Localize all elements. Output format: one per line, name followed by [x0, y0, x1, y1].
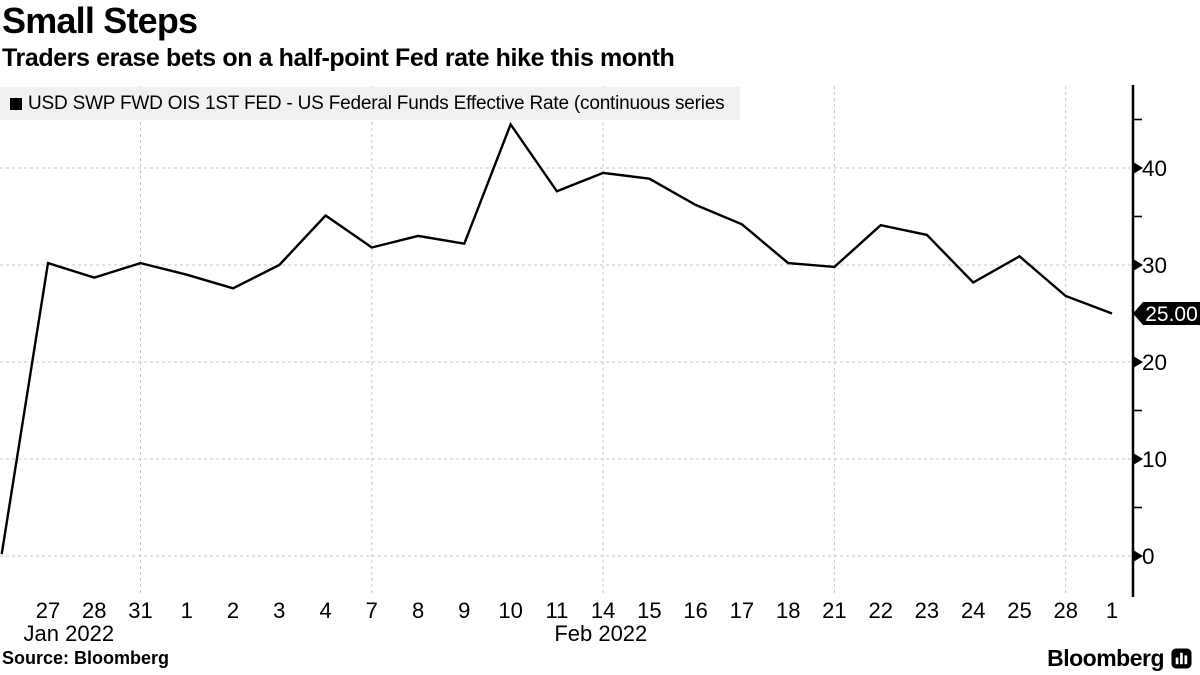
x-axis-tick-label: 25	[1007, 598, 1031, 623]
legend: USD SWP FWD OIS 1ST FED - US Federal Fun…	[0, 87, 741, 120]
y-axis-major-tick	[1134, 356, 1143, 368]
x-axis-tick-label: 28	[82, 598, 106, 623]
x-axis-tick-label: 1	[181, 598, 193, 623]
x-axis-tick-label: 27	[36, 598, 60, 623]
last-value-label: 25.00	[1145, 303, 1198, 326]
x-axis-tick-label: 15	[637, 598, 661, 623]
x-axis-tick-label: 31	[128, 598, 152, 623]
x-axis-tick-label: 23	[915, 598, 939, 623]
x-axis-month-label: Feb 2022	[554, 621, 647, 646]
bloomberg-bars-icon	[1171, 648, 1192, 669]
y-axis-tick-label: 40	[1142, 156, 1167, 181]
last-value-tag	[1133, 302, 1200, 325]
y-axis-major-tick	[1134, 259, 1143, 271]
y-axis-major-tick	[1134, 550, 1143, 562]
x-axis-tick-label: 4	[319, 598, 331, 623]
y-axis-tick-label: 30	[1142, 253, 1167, 278]
price-line	[0, 121, 1113, 555]
x-axis-tick-label: 3	[273, 598, 285, 623]
x-axis-tick-label: 1	[1106, 598, 1118, 623]
x-axis-tick-label: 7	[366, 598, 378, 623]
y-axis-tick-label: 0	[1142, 544, 1155, 569]
page-subtitle: Traders erase bets on a half-point Fed r…	[2, 44, 675, 72]
x-axis-tick-label: 24	[961, 598, 985, 623]
legend-label: USD SWP FWD OIS 1ST FED - US Federal Fun…	[28, 92, 725, 114]
y-axis-major-tick	[1134, 162, 1143, 174]
x-axis-tick-label: 17	[730, 598, 754, 623]
x-axis-tick-label: 8	[412, 598, 424, 623]
x-axis-tick-label: 22	[868, 598, 892, 623]
x-axis-tick-label: 16	[683, 598, 707, 623]
x-axis-tick-label: 14	[591, 598, 615, 623]
x-axis-tick-label: 18	[776, 598, 800, 623]
bloomberg-wordmark: Bloomberg	[1047, 645, 1164, 671]
source-attribution: Source: Bloomberg	[2, 648, 170, 668]
y-axis-tick-label: 10	[1142, 447, 1167, 472]
x-axis-tick-label: 9	[458, 598, 470, 623]
x-axis-tick-label: 28	[1053, 598, 1077, 623]
black-square-icon	[10, 97, 22, 110]
y-axis-major-tick	[1134, 453, 1143, 465]
x-axis-tick-label: 2	[227, 598, 239, 623]
x-axis-tick-label: 11	[545, 598, 568, 623]
bloomberg-logo: Bloomberg	[1047, 645, 1192, 672]
x-axis-tick-label: 21	[822, 598, 846, 623]
x-axis-tick-label: 10	[498, 598, 522, 623]
page-title: Small Steps	[2, 0, 198, 41]
x-axis-month-label: Jan 2022	[24, 621, 115, 646]
y-axis-tick-label: 20	[1142, 350, 1167, 375]
